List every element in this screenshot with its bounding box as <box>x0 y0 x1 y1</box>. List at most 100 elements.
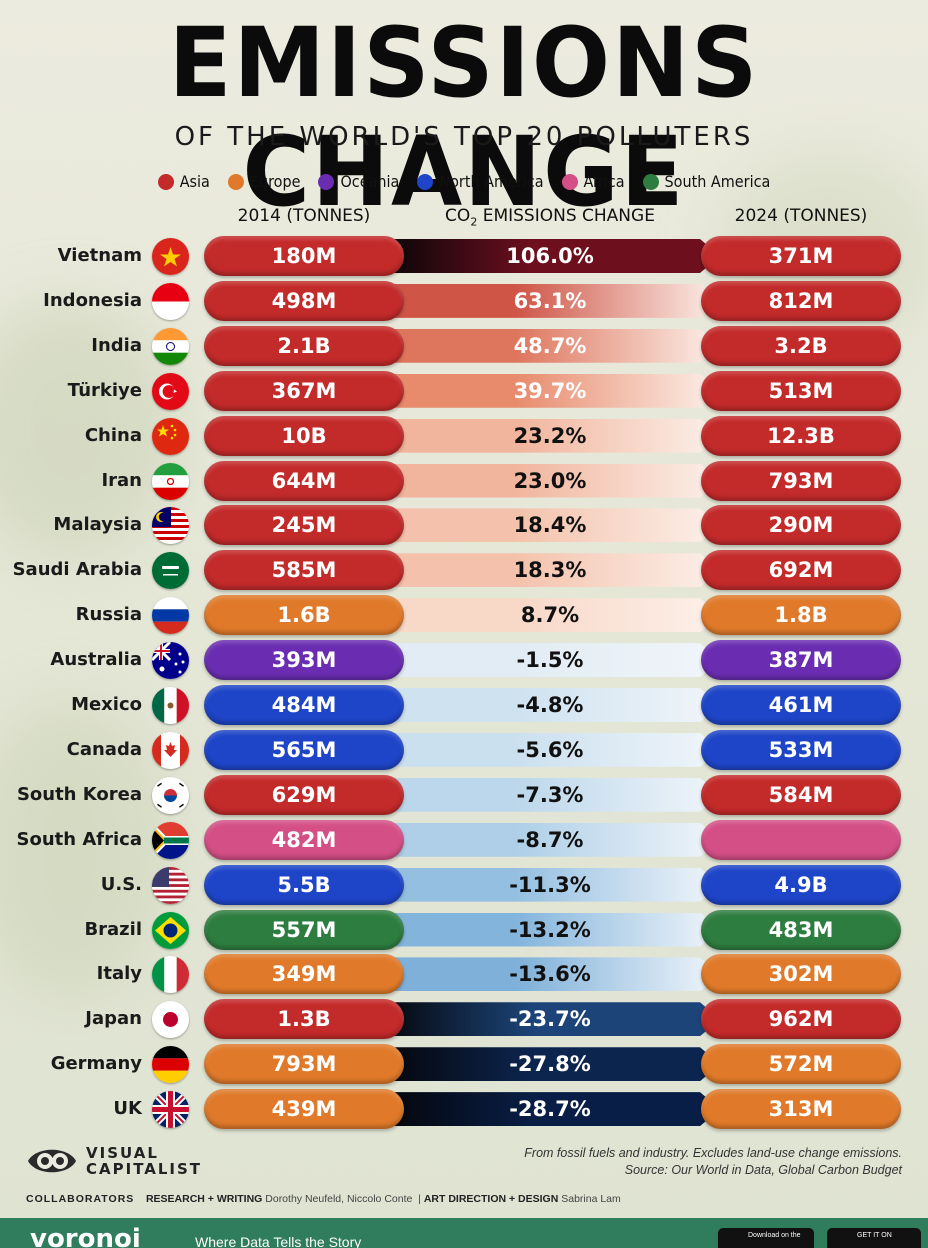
brazil-flag-icon <box>152 911 189 949</box>
credits-design-label: ART DIRECTION + DESIGN <box>423 1193 559 1205</box>
legend-label: Europe <box>249 172 301 191</box>
emissions-2024-value: 533M <box>701 729 901 770</box>
table-row: Russia 8.7% 1.6B 1.8B <box>0 595 928 636</box>
table-row: Türkiye 39.7% 367M 513M <box>0 370 928 411</box>
legend-label: Asia <box>179 172 210 191</box>
emissions-2014-value: 557M <box>204 909 404 950</box>
change-bar <box>380 598 720 633</box>
change-bar <box>380 373 720 408</box>
change-bar <box>380 553 720 588</box>
app-store-button[interactable]: Download on the <box>718 1228 814 1248</box>
country-label: China <box>84 424 142 446</box>
emissions-2024-value: 812M <box>701 280 901 321</box>
table-row: Italy -13.6% 349M 302M <box>0 954 928 995</box>
legend-label: Africa <box>583 172 625 191</box>
change-value: 18.4% <box>513 513 587 538</box>
u-s-flag-icon <box>152 866 189 904</box>
change-value: 106.0% <box>506 244 594 268</box>
table-row: U.S. -11.3% 5.5B 4.9B <box>0 864 928 905</box>
emissions-2014-value: 484M <box>204 685 404 725</box>
change-value: 23.0% <box>513 468 587 493</box>
legend-item: South America <box>642 172 771 191</box>
italy-flag-icon <box>152 956 189 994</box>
page-subtitle: OF THE WORLD'S TOP 20 POLLUTERS <box>174 122 754 152</box>
country-label: South Africa <box>16 828 142 850</box>
legend-dot-icon <box>642 173 659 190</box>
table-row: Brazil -13.2% 557M 483M <box>0 909 928 950</box>
change-bar <box>380 508 720 543</box>
change-value: -28.7% <box>509 1097 591 1122</box>
emissions-2014-value: 482M <box>204 819 404 860</box>
indonesia-flag-icon <box>152 282 189 320</box>
legend-item: Asia <box>157 172 210 191</box>
google-play-button[interactable]: GET IT ON <box>827 1228 921 1248</box>
india-flag-icon <box>152 327 189 365</box>
emissions-2014-value: 180M <box>204 236 404 276</box>
legend-item: North America <box>417 172 544 191</box>
change-value: 18.3% <box>513 558 587 583</box>
emissions-2014-value: 629M <box>204 774 404 815</box>
credits-design-names: Sabrina Lam <box>561 1193 621 1205</box>
table-row: Canada -5.6% 565M 533M <box>0 729 928 770</box>
table-row: Saudi Arabia 18.3% 585M 692M <box>0 550 928 591</box>
app-store-label: Download on the <box>748 1232 801 1239</box>
voronoi-brand[interactable]: voronoi <box>30 1224 141 1248</box>
legend-dot-icon <box>561 173 578 190</box>
emissions-2024-value: 387M <box>701 640 901 681</box>
header-co-text: CO <box>445 206 471 226</box>
emissions-2024-value: 371M <box>701 236 901 276</box>
uk-flag-icon <box>152 1091 189 1129</box>
footnote-method: From fossil fuels and industry. Excludes… <box>524 1146 902 1160</box>
emissions-2014-value: 565M <box>204 729 404 770</box>
emissions-2014-value: 245M <box>204 505 404 546</box>
emissions-2014-value: 644M <box>204 460 404 501</box>
change-value: -11.3% <box>509 872 591 897</box>
column-header-2014: 2014 (TONNES) <box>237 206 371 226</box>
emissions-2024-value: 12.3B <box>701 415 901 456</box>
table-row: Malaysia 18.4% 245M 290M <box>0 505 928 546</box>
emissions-2024-value: 572M <box>701 1044 901 1085</box>
change-bar <box>380 283 720 318</box>
emissions-2024-value: 962M <box>701 999 901 1040</box>
legend-dot-icon <box>417 173 434 190</box>
table-row: China 23.2% 10B 12.3B <box>0 415 928 456</box>
country-label: Italy <box>96 963 142 985</box>
background-texture <box>0 700 170 1000</box>
iran-flag-icon <box>152 462 189 500</box>
footnote-source: Source: Our World in Data, Global Carbon… <box>624 1163 902 1177</box>
page-title: EMISSIONS CHANGE <box>168 6 760 229</box>
emissions-2024-value <box>701 819 901 860</box>
country-label: Mexico <box>71 694 142 715</box>
saudi-arabia-flag-icon <box>152 552 189 590</box>
legend-item: Europe <box>227 172 301 191</box>
table-row: India 48.7% 2.1B 3.2B <box>0 325 928 366</box>
table-row: South Korea -7.3% 629M 584M <box>0 774 928 815</box>
country-label: UK <box>113 1098 142 1120</box>
change-value: -13.2% <box>509 917 591 942</box>
table-row: Germany -27.8% 793M 572M <box>0 1044 928 1085</box>
legend-dot-icon <box>227 173 244 190</box>
change-value: 63.1% <box>513 288 587 313</box>
visual-capitalist-logo: VISUAL CAPITALIST <box>26 1144 202 1178</box>
country-label: Russia <box>75 604 142 626</box>
legend: Asia Europe Oceania North America Africa Sout… <box>0 172 928 191</box>
country-label: Vietnam <box>57 245 142 266</box>
emissions-2014-value: 498M <box>204 280 404 321</box>
change-value: -8.7% <box>516 827 584 852</box>
country-label: U.S. <box>100 873 142 895</box>
south-korea-flag-icon <box>152 776 189 814</box>
country-label: Canada <box>66 738 142 760</box>
change-bar <box>380 912 720 947</box>
column-header-change: CO2 EMISSIONS CHANGE <box>400 206 700 228</box>
legend-label: South America <box>664 172 771 191</box>
table-row: Australia -1.5% 393M 387M <box>0 640 928 681</box>
emissions-2024-value: 290M <box>701 505 901 546</box>
emissions-2014-value: 367M <box>204 370 404 411</box>
change-value: -7.3% <box>516 782 584 807</box>
credits-research-label: RESEARCH + WRITING <box>145 1193 263 1205</box>
change-bar <box>380 777 720 812</box>
change-bar <box>380 867 720 902</box>
change-value: -27.8% <box>509 1052 591 1077</box>
emissions-2024-value: 302M <box>701 954 901 995</box>
emissions-2014-value: 5.5B <box>204 864 404 905</box>
